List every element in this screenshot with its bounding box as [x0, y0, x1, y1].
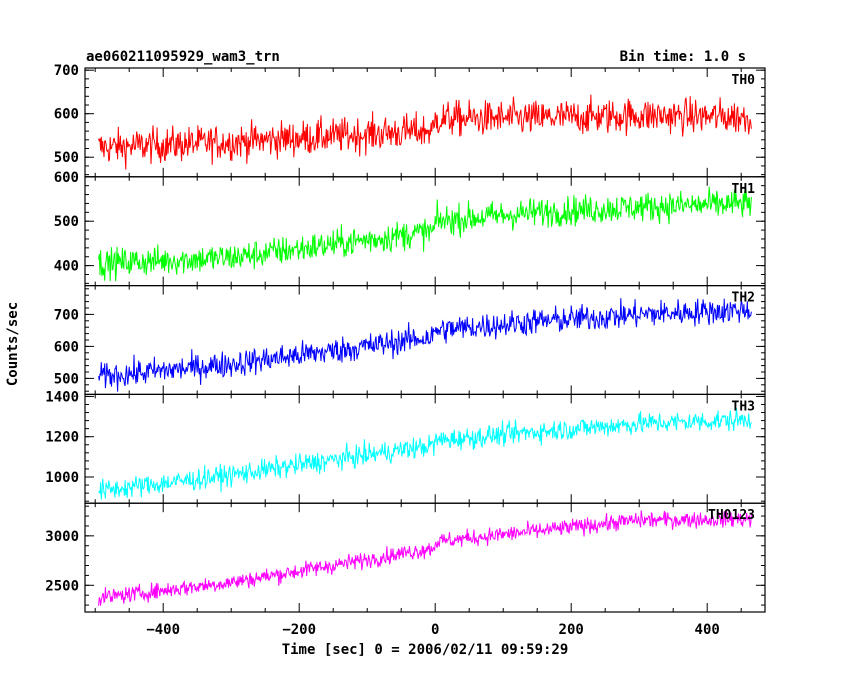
- series-line-th0: [98, 94, 752, 170]
- y-tick-label: 600: [54, 339, 79, 355]
- panel-label-th1: TH1: [732, 182, 756, 197]
- y-tick-label: 600: [54, 170, 79, 186]
- y-tick-label: 3000: [45, 529, 79, 545]
- panel-label-th2: TH2: [732, 291, 755, 306]
- x-tick-label: 0: [431, 622, 439, 638]
- y-tick-label: 500: [54, 371, 79, 387]
- x-tick-label: 400: [695, 622, 720, 638]
- x-axis-title: Time [sec] 0 = 2006/02/11 09:59:29: [282, 642, 569, 658]
- panel-th3: 1000 1200 1400 TH3: [45, 389, 766, 504]
- y-tick-label: 500: [54, 214, 79, 230]
- panel-label-th3: TH3: [732, 399, 755, 414]
- series-line-th2: [98, 298, 752, 392]
- x-axis: −400 −200 0 200 400: [146, 622, 720, 638]
- bin-time-label: Bin time: 1.0 s: [620, 49, 746, 65]
- x-tick-label: 200: [559, 622, 584, 638]
- panel-th1: 400 500 600 TH1: [54, 170, 766, 287]
- y-tick-label: 700: [54, 307, 79, 323]
- x-tick-label: −200: [282, 622, 316, 638]
- panel-label-th0123: TH0123: [708, 508, 755, 523]
- panel-th0123: 2500 3000 TH0123: [45, 502, 766, 613]
- y-axis-title: Counts/sec: [5, 302, 21, 386]
- chart-title: ae060211095929_wam3_trn: [86, 49, 280, 65]
- panel-th2: 500 600 700 TH2: [54, 285, 766, 396]
- x-tick-label: −400: [146, 622, 180, 638]
- panel-frame: [84, 176, 766, 287]
- y-tick-label: 1400: [45, 389, 79, 405]
- y-tick-label: 1000: [45, 470, 79, 486]
- y-tick-label: 700: [54, 63, 79, 79]
- panel-frame: [84, 502, 766, 613]
- y-tick-label: 1200: [45, 430, 79, 446]
- y-tick-label: 400: [54, 259, 79, 275]
- y-tick-label: 500: [54, 150, 79, 166]
- panels: 500 600 700 TH0 400 500 600 TH1 500 600 700 TH2 1000…: [45, 63, 766, 613]
- panel-frame: [84, 285, 766, 396]
- series-line-th1: [98, 186, 752, 282]
- series-line-th3: [98, 407, 752, 500]
- y-tick-label: 2500: [45, 578, 79, 594]
- panel-label-th0: TH0: [732, 73, 756, 88]
- y-tick-label: 600: [54, 107, 79, 123]
- panel-th0: 500 600 700 TH0: [54, 63, 766, 178]
- series-line-th0123: [98, 509, 752, 606]
